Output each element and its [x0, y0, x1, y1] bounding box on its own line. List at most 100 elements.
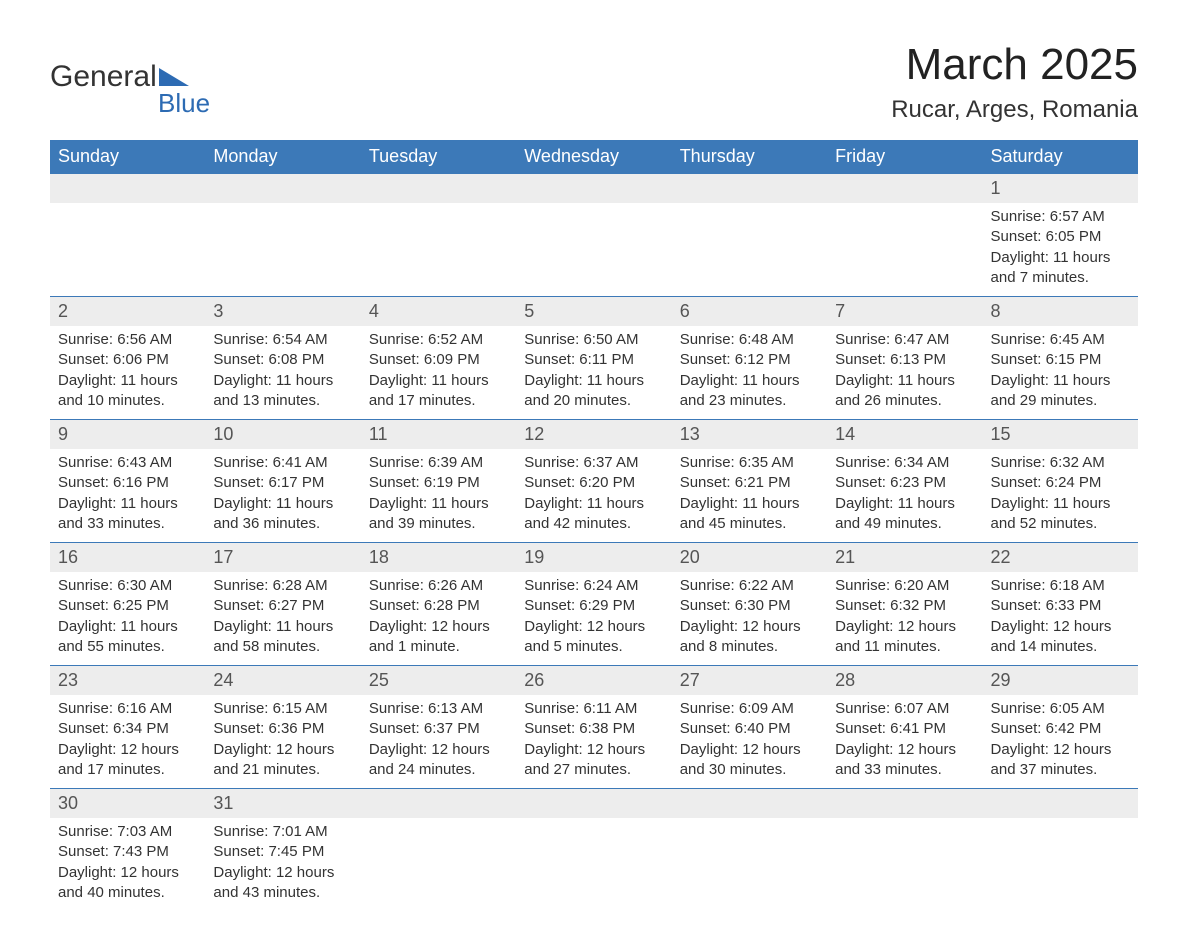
day-data: Sunrise: 6:15 AMSunset: 6:36 PMDaylight:… [205, 695, 360, 788]
logo-word1: General [50, 60, 157, 94]
logo: General Blue [50, 60, 210, 119]
daydata-row: Sunrise: 7:03 AMSunset: 7:43 PMDaylight:… [50, 818, 1138, 911]
weekday-header: Sunday [50, 140, 205, 174]
day-data [516, 818, 671, 850]
day-number: 11 [361, 420, 516, 449]
calendar-body: 1 Sunrise: 6:57 AMSunset: 6:05 PMDayligh… [50, 174, 1138, 912]
day-data: Sunrise: 6:48 AMSunset: 6:12 PMDaylight:… [672, 326, 827, 419]
day-data [672, 203, 827, 235]
weekday-header: Friday [827, 140, 982, 174]
daynum-row: 2345678 [50, 297, 1138, 327]
day-number [205, 174, 360, 203]
day-data: Sunrise: 6:26 AMSunset: 6:28 PMDaylight:… [361, 572, 516, 665]
day-number: 2 [50, 297, 205, 326]
day-data [361, 818, 516, 850]
day-number [516, 174, 671, 203]
day-data [983, 818, 1138, 850]
day-data: Sunrise: 6:47 AMSunset: 6:13 PMDaylight:… [827, 326, 982, 419]
day-number: 23 [50, 666, 205, 695]
day-data: Sunrise: 6:34 AMSunset: 6:23 PMDaylight:… [827, 449, 982, 542]
day-number: 7 [827, 297, 982, 326]
day-number: 25 [361, 666, 516, 695]
weekday-header: Wednesday [516, 140, 671, 174]
day-data: Sunrise: 6:57 AMSunset: 6:05 PMDaylight:… [983, 203, 1138, 296]
day-number: 12 [516, 420, 671, 449]
page-subtitle: Rucar, Arges, Romania [891, 96, 1138, 124]
day-number [516, 789, 671, 818]
daynum-row: 3031 [50, 789, 1138, 819]
day-number: 18 [361, 543, 516, 572]
weekday-header: Monday [205, 140, 360, 174]
day-number: 6 [672, 297, 827, 326]
day-data: Sunrise: 6:56 AMSunset: 6:06 PMDaylight:… [50, 326, 205, 419]
day-number: 10 [205, 420, 360, 449]
day-data [361, 203, 516, 235]
day-number: 19 [516, 543, 671, 572]
day-data: Sunrise: 6:54 AMSunset: 6:08 PMDaylight:… [205, 326, 360, 419]
day-data: Sunrise: 6:28 AMSunset: 6:27 PMDaylight:… [205, 572, 360, 665]
day-data: Sunrise: 6:16 AMSunset: 6:34 PMDaylight:… [50, 695, 205, 788]
day-number [50, 174, 205, 203]
header: General Blue March 2025 Rucar, Arges, Ro… [50, 40, 1138, 124]
day-number [983, 789, 1138, 818]
logo-word2: Blue [158, 88, 210, 119]
day-data [672, 818, 827, 850]
calendar-table: SundayMondayTuesdayWednesdayThursdayFrid… [50, 140, 1138, 911]
day-data [50, 203, 205, 235]
day-data: Sunrise: 6:52 AMSunset: 6:09 PMDaylight:… [361, 326, 516, 419]
day-data [516, 203, 671, 235]
day-number: 21 [827, 543, 982, 572]
day-number: 15 [983, 420, 1138, 449]
weekday-header: Saturday [983, 140, 1138, 174]
day-data: Sunrise: 6:41 AMSunset: 6:17 PMDaylight:… [205, 449, 360, 542]
day-number: 17 [205, 543, 360, 572]
day-number [672, 789, 827, 818]
daynum-row: 9101112131415 [50, 420, 1138, 450]
day-data: Sunrise: 6:37 AMSunset: 6:20 PMDaylight:… [516, 449, 671, 542]
day-data: Sunrise: 6:13 AMSunset: 6:37 PMDaylight:… [361, 695, 516, 788]
daydata-row: Sunrise: 6:30 AMSunset: 6:25 PMDaylight:… [50, 572, 1138, 666]
day-data: Sunrise: 6:20 AMSunset: 6:32 PMDaylight:… [827, 572, 982, 665]
day-number: 24 [205, 666, 360, 695]
day-number [672, 174, 827, 203]
day-number: 30 [50, 789, 205, 818]
day-number: 14 [827, 420, 982, 449]
day-number: 26 [516, 666, 671, 695]
weekday-header: Thursday [672, 140, 827, 174]
day-number: 29 [983, 666, 1138, 695]
day-data [205, 203, 360, 235]
calendar-header-row: SundayMondayTuesdayWednesdayThursdayFrid… [50, 140, 1138, 174]
day-number: 31 [205, 789, 360, 818]
daynum-row: 1 [50, 174, 1138, 204]
day-number: 4 [361, 297, 516, 326]
day-data: Sunrise: 6:11 AMSunset: 6:38 PMDaylight:… [516, 695, 671, 788]
day-number [361, 174, 516, 203]
weekday-header: Tuesday [361, 140, 516, 174]
day-data: Sunrise: 6:30 AMSunset: 6:25 PMDaylight:… [50, 572, 205, 665]
daydata-row: Sunrise: 6:57 AMSunset: 6:05 PMDaylight:… [50, 203, 1138, 297]
logo-shape-icon [159, 68, 189, 86]
day-number: 16 [50, 543, 205, 572]
day-number: 3 [205, 297, 360, 326]
day-data: Sunrise: 6:22 AMSunset: 6:30 PMDaylight:… [672, 572, 827, 665]
day-number [827, 174, 982, 203]
day-number: 28 [827, 666, 982, 695]
day-data: Sunrise: 6:32 AMSunset: 6:24 PMDaylight:… [983, 449, 1138, 542]
daydata-row: Sunrise: 6:56 AMSunset: 6:06 PMDaylight:… [50, 326, 1138, 420]
day-number: 1 [983, 174, 1138, 203]
day-number: 27 [672, 666, 827, 695]
day-data: Sunrise: 7:01 AMSunset: 7:45 PMDaylight:… [205, 818, 360, 911]
day-number: 8 [983, 297, 1138, 326]
day-number: 9 [50, 420, 205, 449]
day-number: 22 [983, 543, 1138, 572]
title-block: March 2025 Rucar, Arges, Romania [891, 40, 1138, 124]
daynum-row: 23242526272829 [50, 666, 1138, 696]
day-data: Sunrise: 6:45 AMSunset: 6:15 PMDaylight:… [983, 326, 1138, 419]
day-data: Sunrise: 6:50 AMSunset: 6:11 PMDaylight:… [516, 326, 671, 419]
day-number: 13 [672, 420, 827, 449]
day-data: Sunrise: 6:05 AMSunset: 6:42 PMDaylight:… [983, 695, 1138, 788]
day-number: 5 [516, 297, 671, 326]
day-data: Sunrise: 7:03 AMSunset: 7:43 PMDaylight:… [50, 818, 205, 911]
day-data: Sunrise: 6:24 AMSunset: 6:29 PMDaylight:… [516, 572, 671, 665]
daydata-row: Sunrise: 6:16 AMSunset: 6:34 PMDaylight:… [50, 695, 1138, 789]
